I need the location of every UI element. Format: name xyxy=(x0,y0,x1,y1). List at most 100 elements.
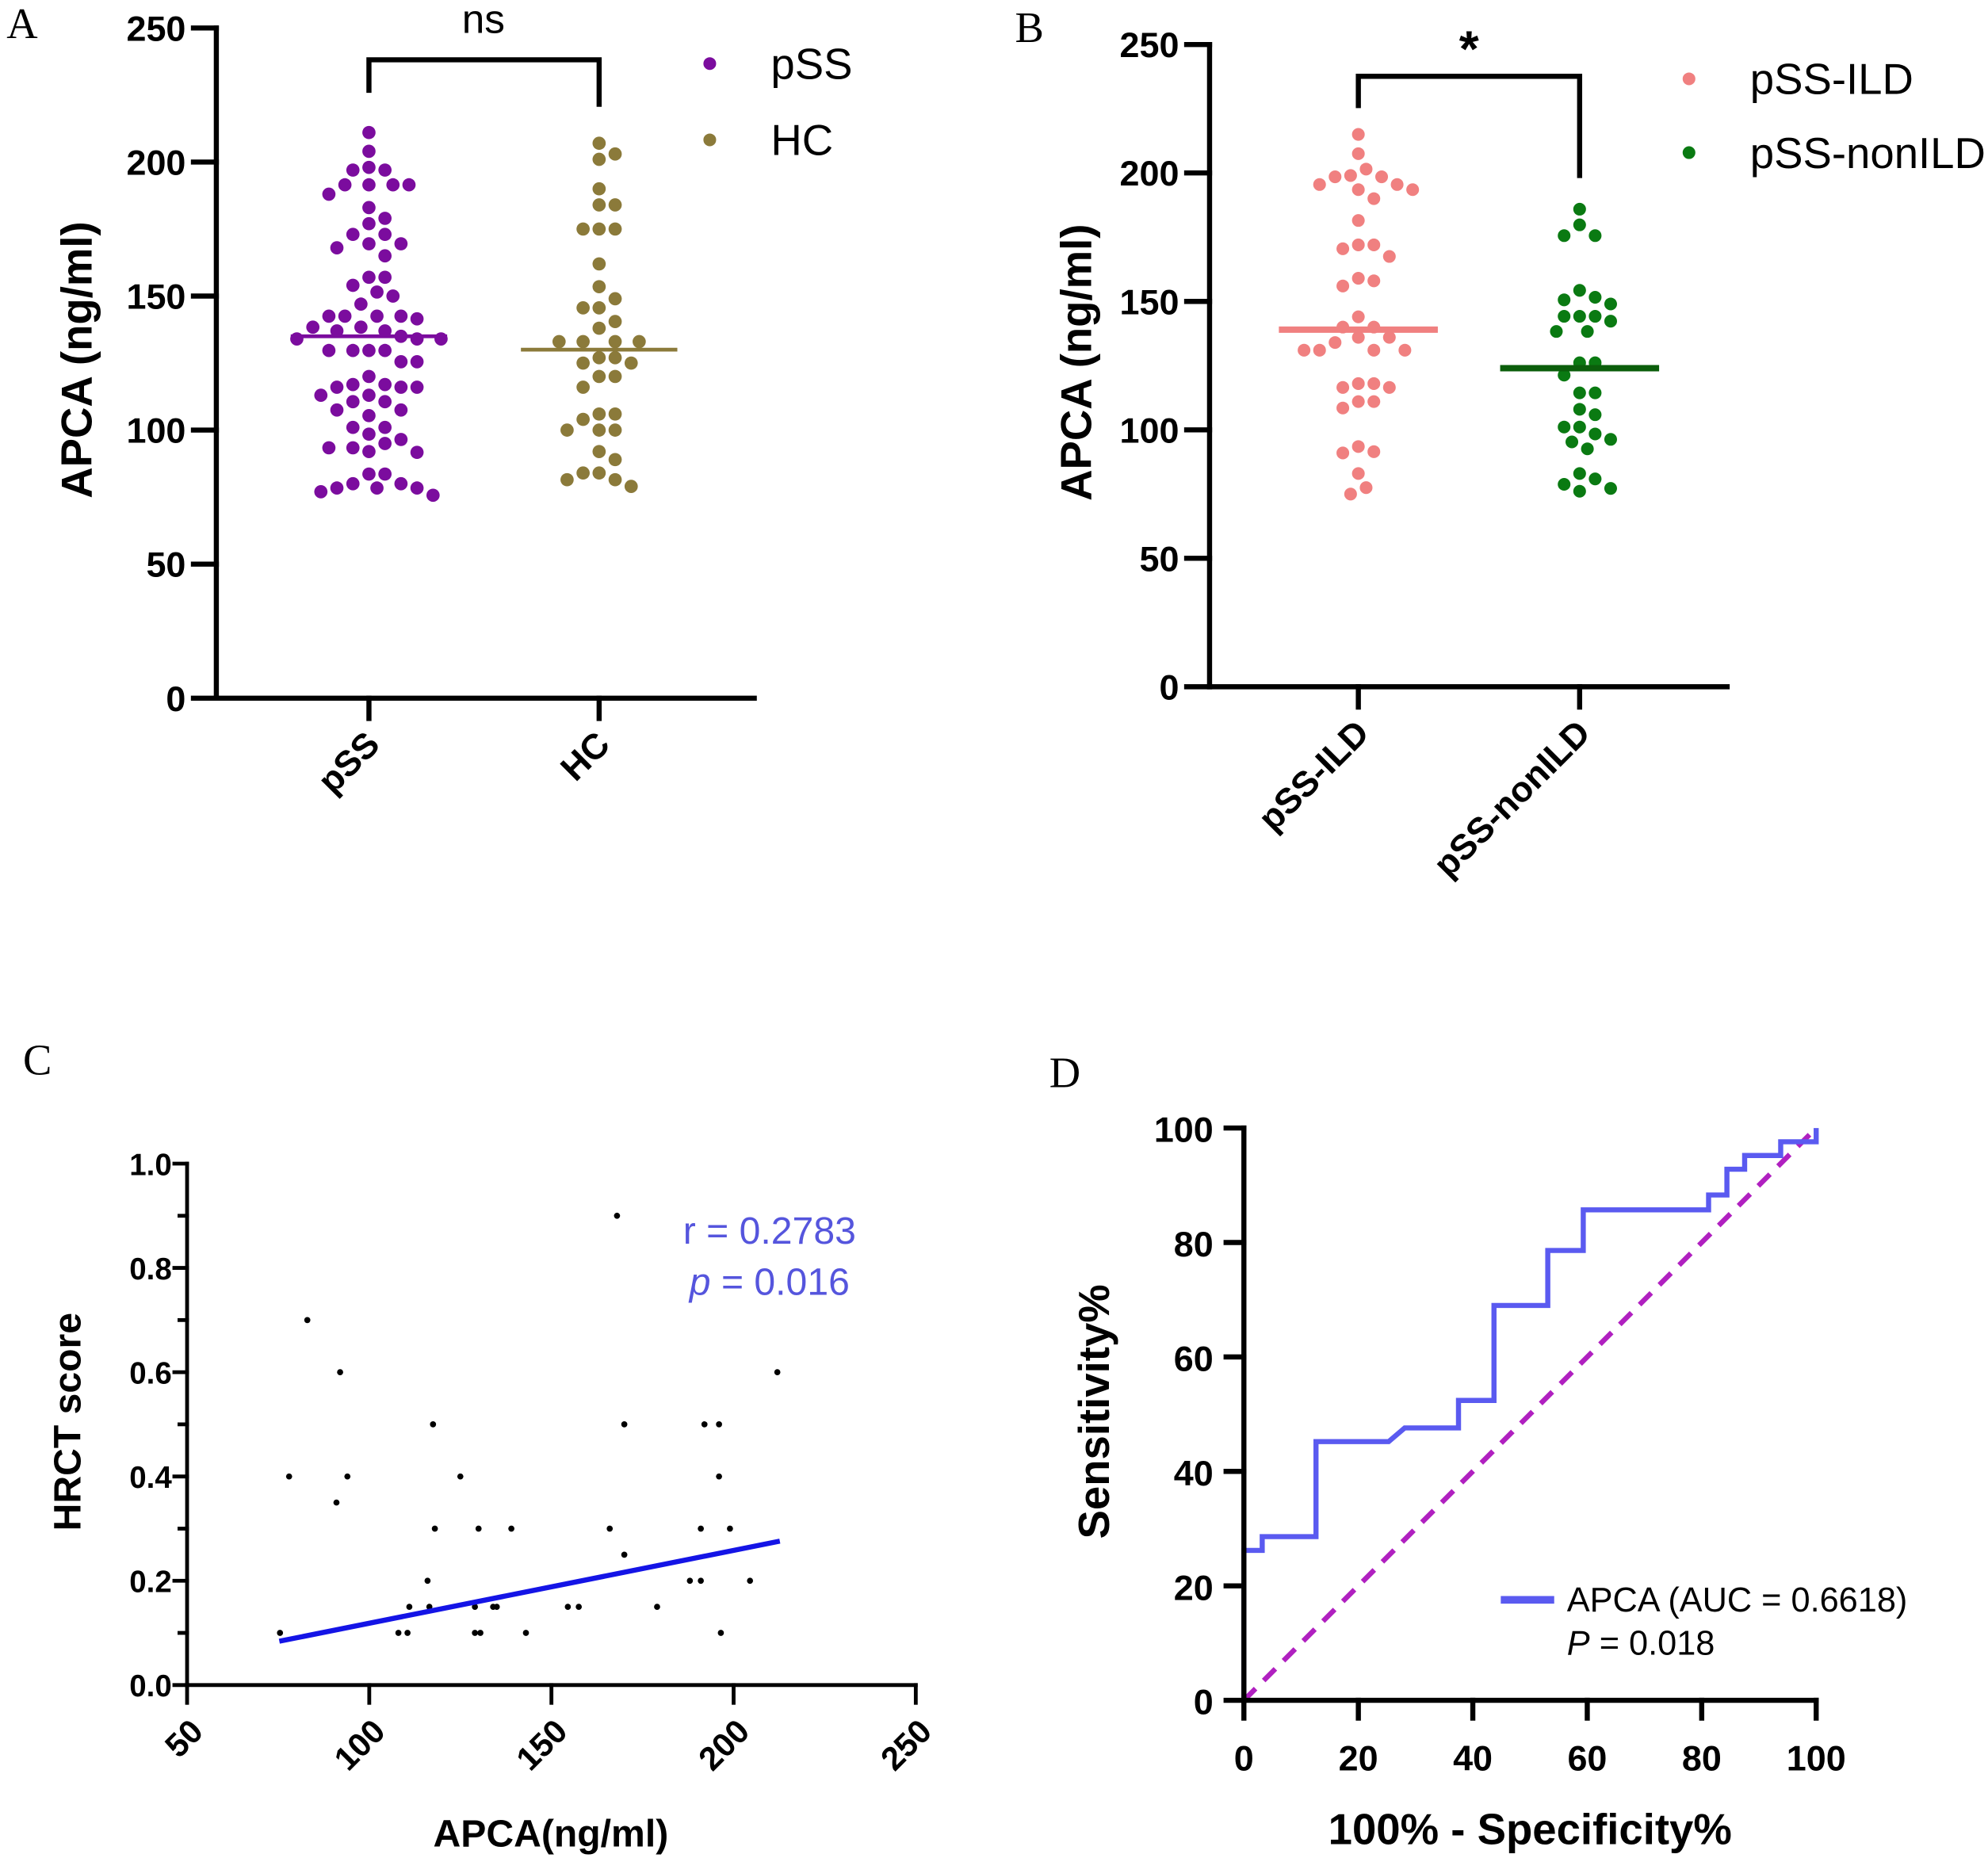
data-point xyxy=(564,1604,572,1610)
data-point-HC xyxy=(592,136,606,151)
data-point-pSS-nonILD xyxy=(1588,408,1602,422)
data-point-HC xyxy=(592,182,606,196)
data-point-pSS xyxy=(386,289,400,303)
data-point-HC xyxy=(608,453,622,467)
y-tick-label: 100 xyxy=(1120,410,1179,450)
data-point-pSS xyxy=(378,270,392,285)
data-point-pSS xyxy=(330,403,344,417)
y-tick-label: 100 xyxy=(1154,1110,1214,1150)
data-point-pSS-nonILD xyxy=(1558,293,1571,307)
data-point-pSS xyxy=(378,227,392,242)
data-point-pSS-nonILD xyxy=(1573,467,1586,480)
data-point-pSS-nonILD xyxy=(1604,433,1617,446)
roc-p-value: P = 0.018 xyxy=(1567,1624,1715,1662)
y-tick-label: 250 xyxy=(1120,25,1179,65)
data-point-HC xyxy=(608,198,622,212)
x-tick-label: 150 xyxy=(509,1712,574,1777)
data-point-pSS-nonILD xyxy=(1566,435,1579,449)
y-tick-label: 0 xyxy=(166,679,185,719)
data-point-HC xyxy=(608,369,622,384)
panel-c-chart: HRCT score APCA(ng/ml) r = 0.2783 p = 0.… xyxy=(46,1148,939,1855)
data-point-HC xyxy=(576,301,590,315)
data-point-HC xyxy=(592,152,606,166)
data-point-pSS xyxy=(410,312,424,326)
y-tick-label: 150 xyxy=(1120,281,1179,322)
x-tick-label: 100 xyxy=(327,1712,392,1777)
data-point-pSS xyxy=(394,476,408,491)
data-point xyxy=(395,1630,402,1636)
data-point-pSS xyxy=(330,481,344,495)
data-point-pSS xyxy=(378,467,392,481)
data-point-pSS xyxy=(370,309,384,323)
y-tick-label: 0 xyxy=(1194,1682,1214,1722)
panel-letter-c: C xyxy=(23,1036,52,1084)
data-point xyxy=(333,1499,340,1506)
data-point-HC xyxy=(560,423,574,437)
data-point-pSS-ILD xyxy=(1382,331,1396,344)
data-point-HC xyxy=(552,335,566,349)
data-point-pSS xyxy=(354,320,368,335)
data-point-pSS-nonILD xyxy=(1588,291,1602,304)
data-point-HC xyxy=(576,356,590,370)
data-point-pSS xyxy=(346,163,360,177)
p-symbol: P xyxy=(1567,1624,1590,1662)
data-point xyxy=(475,1525,482,1532)
data-point-pSS-ILD xyxy=(1367,445,1381,458)
data-point xyxy=(472,1604,478,1610)
data-point-pSS xyxy=(378,437,392,450)
data-point-pSS xyxy=(314,388,328,402)
data-point-HC xyxy=(608,350,622,365)
data-point-pSS-ILD xyxy=(1313,343,1326,357)
data-point-HC xyxy=(592,321,606,335)
data-point-pSS-nonILD xyxy=(1558,229,1571,243)
data-point-pSS-ILD xyxy=(1329,170,1342,184)
significance-label: * xyxy=(1459,20,1479,77)
panel-d-chart: Sensitivity% 100% - Specificity% APCA (A… xyxy=(1070,1110,1907,1854)
data-point-pSS-ILD xyxy=(1336,401,1350,415)
data-point-pSS-ILD xyxy=(1359,162,1373,176)
data-point-HC xyxy=(592,280,606,294)
data-point-pSS-ILD xyxy=(1367,377,1381,390)
data-point-pSS-ILD xyxy=(1351,331,1365,344)
data-point-pSS-nonILD xyxy=(1581,442,1594,456)
data-point xyxy=(522,1630,529,1636)
y-tick-label: 200 xyxy=(126,142,185,182)
data-point-pSS xyxy=(410,380,424,394)
data-point-pSS-nonILD xyxy=(1573,218,1586,231)
data-point-pSS xyxy=(330,241,344,254)
data-point-pSS xyxy=(338,178,352,192)
data-point xyxy=(457,1473,464,1480)
p-value: = 0.018 xyxy=(1590,1624,1715,1662)
data-point-pSS xyxy=(394,433,408,446)
panel-a-chart: APCA (ng/ml) ns 0 50 100 150 200 250 pSS HC pSS H… xyxy=(53,0,853,801)
x-tick-label: 60 xyxy=(1567,1738,1607,1778)
data-point-pSS xyxy=(306,320,320,335)
data-point-HC xyxy=(608,222,622,236)
legend-label: APCA (AUC = 0.6618) xyxy=(1567,1581,1908,1619)
data-point-pSS-ILD xyxy=(1344,487,1357,501)
data-point xyxy=(304,1317,311,1324)
data-point-pSS xyxy=(362,427,376,442)
legend-marker-pSS-ILD xyxy=(1682,72,1696,86)
data-point-pSS-nonILD xyxy=(1550,325,1563,338)
data-point-pSS xyxy=(378,420,392,434)
data-point-pSS-nonILD xyxy=(1604,315,1617,328)
data-point-HC xyxy=(592,301,606,315)
data-point-pSS-ILD xyxy=(1382,250,1396,263)
data-point-pSS-ILD xyxy=(1344,169,1357,182)
data-point-pSS-nonILD xyxy=(1573,403,1586,416)
data-point-pSS-ILD xyxy=(1359,481,1373,495)
y-tick-label: 1.0 xyxy=(129,1148,172,1182)
data-point-pSS-ILD xyxy=(1367,238,1381,251)
data-point-pSS xyxy=(346,227,360,242)
data-point xyxy=(621,1421,628,1428)
data-point-pSS-nonILD xyxy=(1588,427,1602,441)
data-point xyxy=(493,1604,500,1610)
data-point-pSS-nonILD xyxy=(1573,386,1586,400)
data-point-HC xyxy=(608,407,622,421)
data-point-pSS xyxy=(322,343,336,357)
data-point-pSS xyxy=(362,408,376,422)
data-point-pSS-ILD xyxy=(1329,336,1342,350)
y-tick-label: 0.6 xyxy=(129,1357,172,1391)
data-point-HC xyxy=(592,350,606,365)
